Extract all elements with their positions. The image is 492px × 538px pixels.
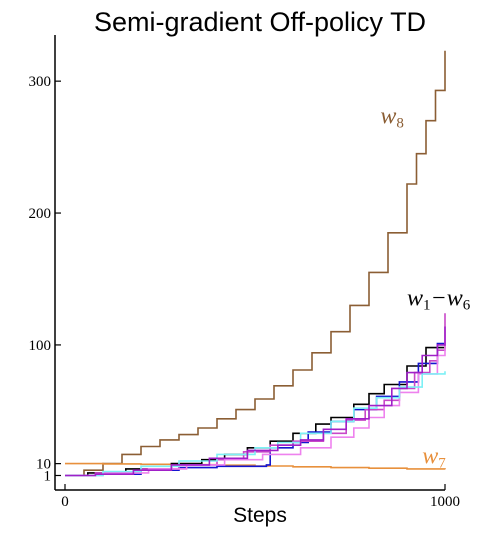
series-line-w6 <box>65 326 446 477</box>
series-label-w8: w8 <box>380 103 404 131</box>
y-tick-label: 10 <box>36 457 51 473</box>
series-annotations: w8 w1−w6 w7 <box>380 103 470 471</box>
x-tick-label: 0 <box>61 494 69 510</box>
series-line-w8 <box>65 50 446 477</box>
x-axis-label: Steps <box>233 504 287 527</box>
series-label-w7: w7 <box>422 444 446 472</box>
series-line-w4 <box>65 337 446 477</box>
series-label-w1w6: w1−w6 <box>407 285 471 313</box>
plot-lines <box>65 50 446 477</box>
x-ticks: 0 1000 <box>61 484 460 510</box>
chart-title: Semi-gradient Off-policy TD <box>94 7 426 37</box>
x-tick-label: 1000 <box>430 494 460 510</box>
y-tick-label: 1 <box>44 468 52 484</box>
y-tick-label: 300 <box>29 74 52 90</box>
y-tick-label: 200 <box>29 206 52 222</box>
y-tick-label: 100 <box>29 338 52 354</box>
y-ticks: 110 100 200 300 <box>29 74 61 484</box>
